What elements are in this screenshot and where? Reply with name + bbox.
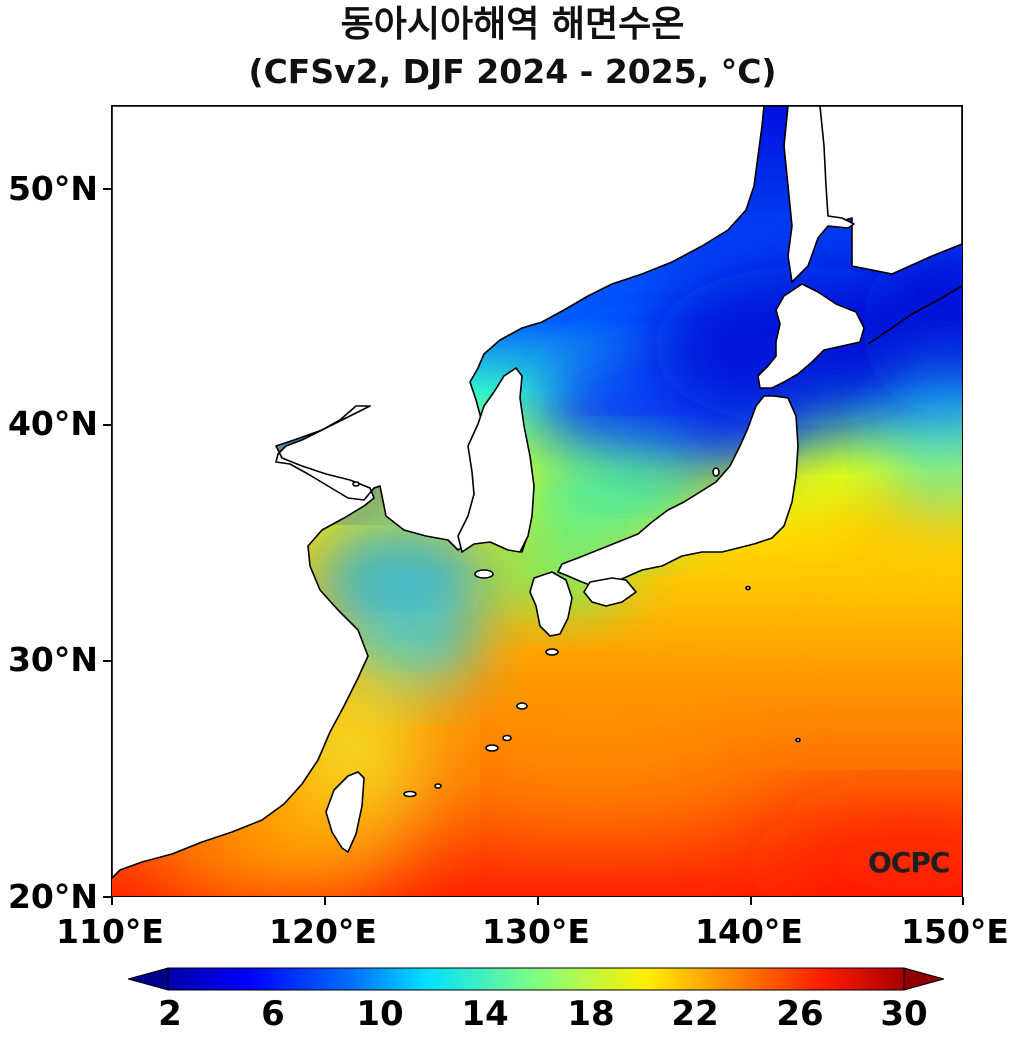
sst-map-canvas — [112, 106, 962, 896]
land-island — [502, 734, 512, 742]
land-island — [745, 585, 751, 591]
lat-tick — [103, 660, 111, 662]
lon-tick — [111, 897, 113, 905]
land-island — [795, 737, 801, 743]
colorbar-tick-label: 22 — [671, 994, 719, 1034]
colorbar-tick-label: 10 — [356, 994, 404, 1034]
land-island — [485, 744, 499, 752]
land-island — [434, 783, 442, 789]
land-jeju — [474, 569, 494, 579]
lat-tick — [103, 896, 111, 898]
lon-tick-label: 120°E — [269, 912, 377, 951]
sst-map — [111, 105, 963, 897]
colorbar-tick-label: 6 — [261, 994, 285, 1034]
land-taiwan — [325, 771, 365, 853]
colorbar-extend-high — [903, 967, 944, 991]
land-honshu — [557, 395, 799, 589]
ocpc-logo: OCPC — [868, 846, 950, 879]
lon-tick-label: 110°E — [56, 912, 164, 951]
land-korea — [457, 367, 535, 553]
lon-tick — [324, 897, 326, 905]
colorbar-gradient — [167, 967, 905, 991]
lat-tick-label: 30°N — [7, 640, 98, 679]
lon-tick-label: 140°E — [695, 912, 803, 951]
land-shikoku — [583, 577, 637, 607]
lat-tick-label: 50°N — [7, 169, 98, 208]
lon-tick — [750, 897, 752, 905]
lat-tick — [103, 424, 111, 426]
colorbar-extend-low — [128, 967, 169, 991]
land-island — [545, 648, 559, 656]
colorbar-tick-label: 14 — [461, 994, 509, 1034]
colorbar — [128, 967, 944, 991]
colorbar-tick-label: 30 — [880, 994, 928, 1034]
lat-tick-label: 40°N — [7, 404, 98, 443]
colorbar-tick-label: 2 — [158, 994, 182, 1034]
colorbar-tick-label: 18 — [567, 994, 615, 1034]
lat-tick — [103, 188, 111, 190]
lon-tick — [962, 897, 964, 905]
land-mainland — [112, 106, 765, 879]
land-island — [403, 790, 417, 798]
colorbar-tick-label: 26 — [776, 994, 824, 1034]
land-island — [712, 467, 720, 477]
lon-tick — [537, 897, 539, 905]
lon-tick-label: 150°E — [901, 912, 1009, 951]
land-island — [516, 702, 528, 710]
map-subtitle: (CFSv2, DJF 2024 - 2025, °C) — [248, 52, 777, 91]
map-title: 동아시아해역 해면수온 — [340, 4, 685, 45]
lon-tick-label: 130°E — [482, 912, 590, 951]
land-island — [352, 481, 360, 487]
land-hokkaido — [757, 283, 865, 389]
lat-tick-label: 20°N — [7, 877, 98, 916]
land-sakhalin — [783, 106, 855, 283]
land-kyushu — [529, 571, 573, 637]
